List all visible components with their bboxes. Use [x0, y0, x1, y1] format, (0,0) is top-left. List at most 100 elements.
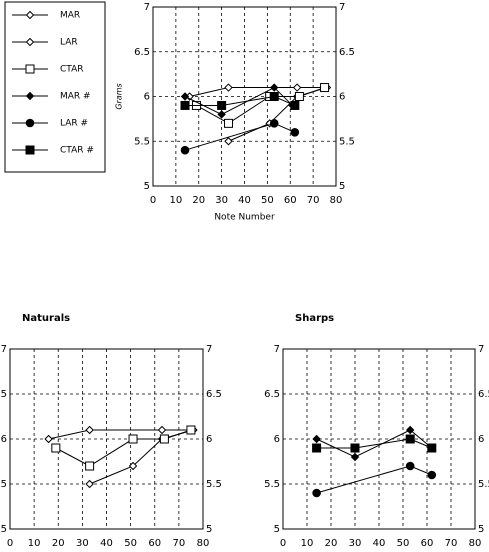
marker [25, 118, 35, 128]
x-tick-label: 0 [150, 195, 156, 206]
legend-label: MAR [60, 11, 80, 21]
y-tick-label-right: 6.5 [339, 47, 355, 58]
marker [186, 425, 196, 435]
y-tick-label-right: 6 [206, 434, 212, 445]
marker [180, 92, 190, 101]
marker [25, 91, 35, 101]
plot-frame [9, 348, 204, 530]
y-tick-label: 6 [1, 434, 7, 445]
marker [320, 83, 330, 93]
marker [312, 434, 321, 444]
x-tick-label: 20 [52, 538, 65, 549]
y-tick-label: 5 [144, 181, 150, 192]
x-tick-label: 40 [238, 195, 251, 206]
x-tick-label: 40 [373, 538, 386, 549]
x-tick-label: 0 [280, 538, 286, 549]
marker [405, 434, 415, 444]
legend-label: CTAR [60, 65, 84, 75]
marker [405, 461, 415, 471]
x-axis-label: Note Number [214, 213, 275, 223]
marker [350, 452, 360, 462]
y-tick-label-right: 5.5 [339, 136, 355, 147]
marker [290, 128, 300, 137]
marker [312, 488, 321, 498]
x-tick-label: 50 [397, 538, 410, 549]
y-tick-label: 6.5 [134, 47, 150, 58]
marker [350, 443, 360, 453]
marker [217, 100, 227, 110]
marker [405, 425, 415, 435]
x-tick-label: 60 [421, 538, 434, 549]
x-tick-label: 60 [284, 195, 297, 206]
y-tick-label: 5.5 [134, 136, 150, 147]
y-tick-label-right: 5 [339, 181, 345, 192]
marker [224, 83, 233, 92]
y-tick-label: 5 [1, 524, 7, 535]
marker [312, 443, 322, 453]
y-tick-label: 6.5 [0, 389, 7, 400]
marker [180, 145, 190, 155]
y-tick-label: 5.5 [0, 479, 7, 490]
marker [223, 118, 233, 128]
x-tick-label: 10 [28, 538, 41, 549]
marker [25, 10, 35, 20]
panel-title: Naturals [22, 313, 70, 324]
marker [25, 145, 35, 155]
y-tick-label-right: 6.5 [206, 389, 222, 400]
x-tick-label: 70 [173, 538, 186, 549]
series-line [185, 95, 296, 106]
marker [85, 461, 95, 471]
marker [427, 443, 437, 453]
marker [157, 425, 167, 435]
marker [270, 83, 279, 92]
marker [292, 83, 302, 92]
y-tick-label-right: 5.5 [478, 479, 489, 490]
marker [294, 92, 304, 101]
marker [128, 461, 138, 471]
y-tick-label: 6 [144, 92, 150, 103]
panel-title: Sharps [295, 313, 334, 324]
y-tick-label-right: 6.5 [478, 389, 489, 400]
x-tick-label: 10 [301, 538, 314, 549]
legend-box [4, 1, 106, 173]
y-tick-label: 6 [274, 434, 280, 445]
series-line [189, 87, 327, 97]
marker [25, 37, 35, 47]
plot-frame [282, 348, 476, 530]
x-tick-label: 60 [148, 538, 161, 549]
x-tick-label: 70 [307, 195, 320, 206]
marker [159, 434, 169, 444]
x-tick-label: 80 [469, 538, 482, 549]
marker [85, 479, 94, 489]
series-line [89, 429, 194, 485]
y-tick-label-right: 5 [206, 524, 212, 535]
marker [180, 100, 190, 110]
legend-label: CTAR # [60, 146, 94, 156]
legend-label: MAR # [60, 92, 91, 102]
y-tick-label-right: 6 [339, 92, 345, 103]
x-tick-label: 50 [261, 195, 274, 206]
y-tick-label: 6.5 [264, 389, 280, 400]
legend-label: LAR # [60, 119, 88, 129]
x-tick-label: 30 [215, 195, 228, 206]
marker [269, 119, 279, 128]
x-tick-label: 70 [445, 538, 458, 549]
plot-frame [152, 6, 337, 187]
series-line [316, 438, 432, 449]
y-tick-label-right: 7 [478, 344, 484, 355]
marker [290, 100, 300, 110]
x-tick-label: 30 [76, 538, 89, 549]
marker [44, 434, 53, 444]
y-tick-label-right: 7 [339, 2, 345, 13]
x-tick-label: 40 [100, 538, 113, 549]
marker [269, 92, 279, 101]
y-tick-label: 5 [274, 524, 280, 535]
y-tick-label: 7 [274, 344, 280, 355]
x-tick-label: 20 [325, 538, 338, 549]
y-tick-label-right: 5.5 [206, 479, 222, 490]
y-axis-label: Grams [115, 83, 124, 109]
y-tick-label: 7 [144, 2, 150, 13]
series-line [48, 429, 194, 440]
marker [85, 425, 94, 435]
